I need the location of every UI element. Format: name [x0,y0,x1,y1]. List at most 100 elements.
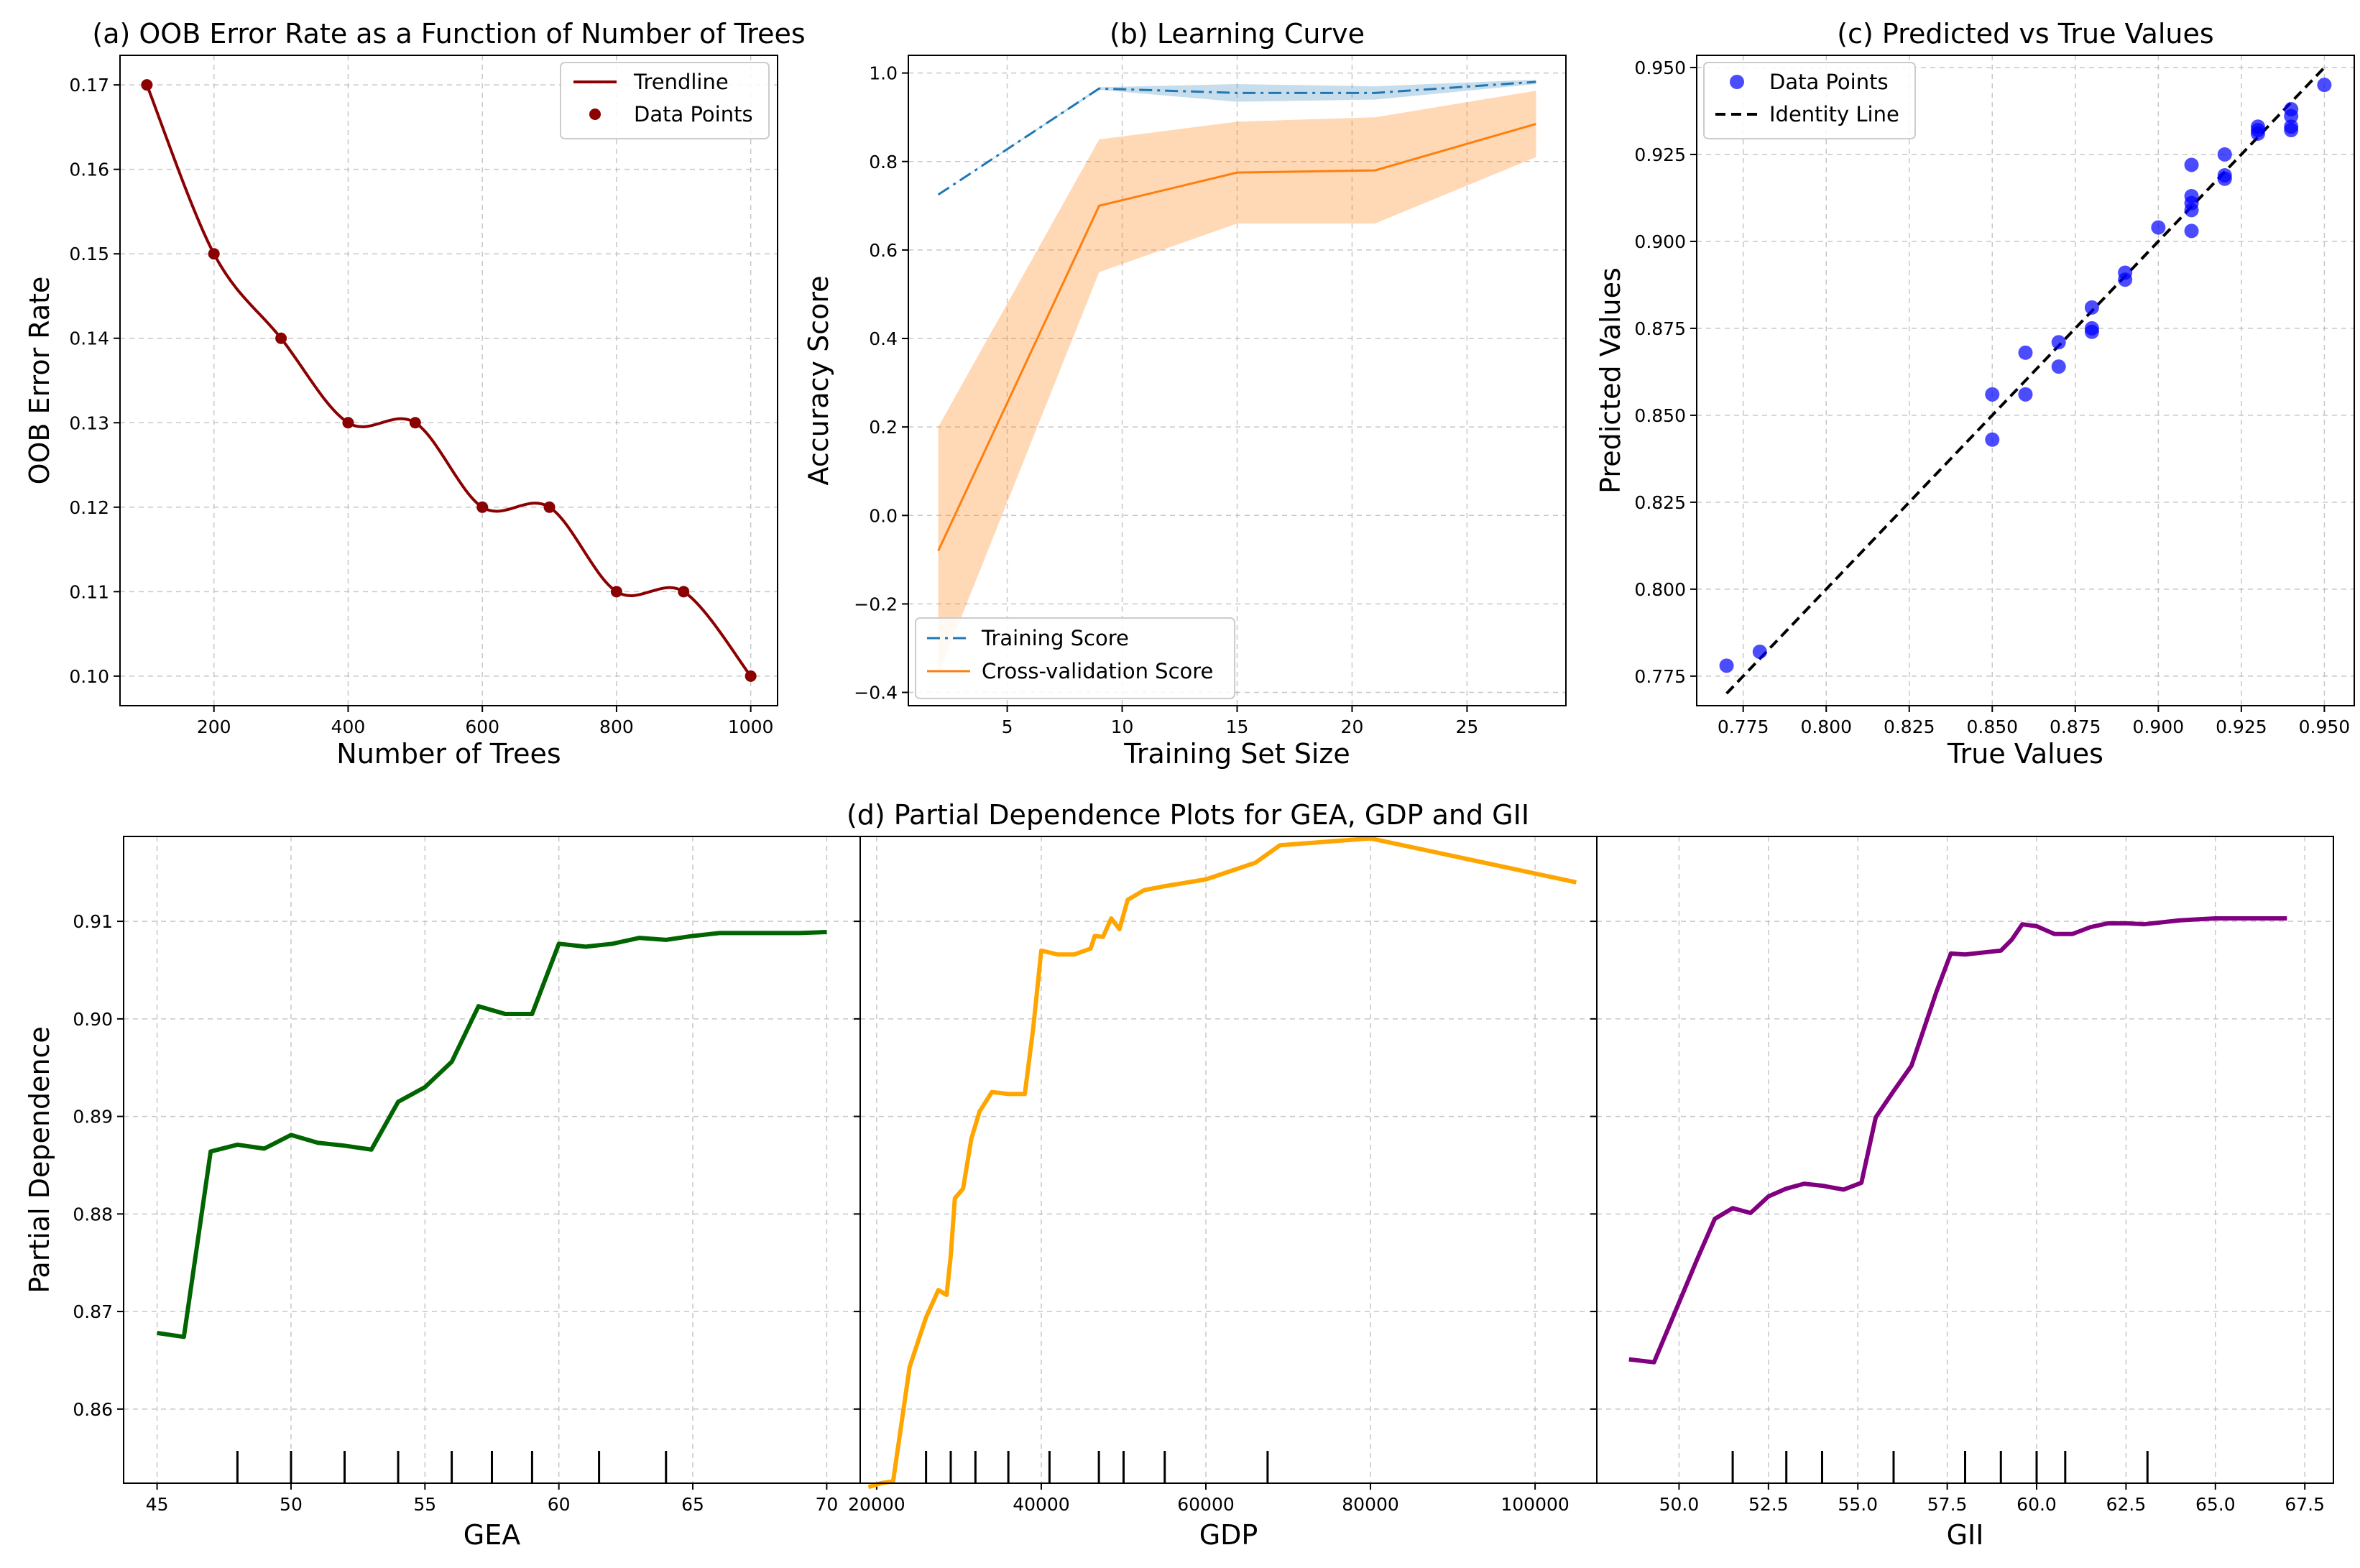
data-point [2184,223,2199,239]
data-point [2151,220,2166,235]
panel-title: (d) Partial Dependence Plots for GEA, GD… [847,799,1529,831]
x-tick-label: 52.5 [1748,1494,1789,1515]
y-tick-label: 0.2 [869,417,898,438]
training-score-line [937,80,1536,196]
data-point [1719,658,1734,673]
legend-label: Data Points [634,102,753,126]
x-axis-label: Training Set Size [1123,738,1350,770]
y-tick-label: 0.800 [1634,579,1686,600]
pdp-subplot-gdp: 20000 40000 60000 80000 100000 GDP [848,836,1598,1551]
data-point [208,248,220,260]
x-tick-label: 0.925 [2216,716,2267,737]
data-point [2018,387,2033,402]
legend-label: Training Score [981,626,1129,650]
y-tick-label: 0.15 [69,244,109,264]
cv-score-line [937,122,1536,552]
x-tick-label: 45 [146,1494,169,1515]
y-tick-label: −0.4 [854,683,898,704]
pdp-subplot-gii: 50.0 52.5 55.0 57.5 60.0 62.5 65.0 67.5 GII [1590,836,2334,1551]
y-tick-label: 0.16 [69,160,109,180]
x-tick-label: 0.850 [1966,716,2018,737]
y-tick-label: 0.86 [73,1399,113,1420]
y-tick-label: 0.0 [869,505,898,526]
grid [908,55,1566,706]
x-tick-label: 62.5 [2106,1494,2147,1515]
x-tick-label: 0.825 [1884,716,1935,737]
data-point [678,586,690,598]
panel-d-partial-dependence: 45 50 55 60 65 70 0.86 0.87 0.88 0.89 0.90 0.91 GEA 2… [24,799,2334,1551]
x-axis-label: True Values [1947,738,2103,770]
x-tick-label: 55 [413,1494,436,1515]
y-tick-label: 0.13 [69,412,109,433]
y-axis-label: Accuracy Score [803,276,834,486]
x-tick-label: 20000 [848,1494,905,1515]
y-tick-label: 0.875 [1634,318,1686,339]
y-tick-label: 0.17 [69,75,109,96]
data-point [2084,300,2099,315]
data-point [2084,320,2099,336]
legend-label: Trendline [633,70,729,94]
x-tick-label: 57.5 [1927,1494,1968,1515]
legend-point-swatch [589,109,601,120]
y-tick-label: 0.88 [73,1204,113,1225]
x-tick-label: 200 [197,716,231,737]
plot-frame [908,55,1567,706]
data-point [141,79,153,91]
legend-label: Data Points [1769,70,1889,94]
data-point [2250,119,2265,134]
data-point [2018,345,2033,360]
x-tick-label: 67.5 [2285,1494,2325,1515]
x-tick-label: 55.0 [1838,1494,1878,1515]
x-tick-label: 60 [548,1494,571,1515]
data-point [275,332,287,344]
grid [1597,836,2333,1483]
y-axis-label: Partial Dependence [24,1026,55,1293]
y-axis-label: Predicted Values [1595,267,1626,494]
y-tick-label: 0.89 [73,1107,113,1127]
x-tick-label: 40000 [1013,1494,1070,1515]
x-tick-label: 0.900 [2133,716,2185,737]
y-tick-label: 0.825 [1634,492,1686,513]
y-tick-label: 0.87 [73,1301,113,1322]
x-tick-label: 65.0 [2195,1494,2236,1515]
panel-title: (a) OOB Error Rate as a Function of Numb… [92,18,805,50]
legend: Trendline Data Points [560,62,770,139]
pdp-line [157,930,827,1339]
y-tick-label: 0.775 [1634,666,1686,687]
x-axis-label: Number of Trees [336,738,561,770]
x-tick-label: 50.0 [1659,1494,1700,1515]
x-tick-label: 15 [1226,716,1249,737]
data-point [2051,359,2066,374]
x-tick-label: 70 [816,1494,839,1515]
grid [124,836,860,1483]
data-point [1985,432,2000,447]
x-tick-label: 600 [465,716,499,737]
plot-frame [1596,836,2334,1484]
panel-c-predicted-vs-true: 0.775 0.800 0.825 0.850 0.875 0.900 0.925 0.950… [1595,18,2355,770]
x-tick-label: 20 [1341,716,1364,737]
pdp-subplot-gea: 45 50 55 60 65 70 0.86 0.87 0.88 0.89 0.90 0.91 GEA [73,836,861,1551]
x-tick-label: 800 [599,716,634,737]
y-tick-label: 0.11 [69,581,109,602]
plot-frame [1696,55,2355,706]
y-tick-label: 0.900 [1634,231,1686,252]
legend-label: Cross-validation Score [982,659,1213,683]
legend: Training Score Cross-validation Score [915,617,1235,699]
confidence-band [938,91,1536,675]
data-point [2217,167,2232,183]
identity-line [1725,66,2326,695]
data-point [2184,157,2199,172]
data-point [745,670,757,682]
x-tick-label: 0.875 [2050,716,2101,737]
x-tick-label: 0.950 [2299,716,2351,737]
y-tick-label: 0.12 [69,497,109,518]
legend-box [1703,62,1916,139]
panel-title: (c) Predicted vs True Values [1837,18,2213,50]
data-point [610,586,622,598]
y-tick-label: 0.950 [1634,57,1686,78]
data-point [2217,147,2232,162]
x-axis-label: GDP [1199,1519,1258,1551]
trendline [145,84,752,678]
x-tick-label: 60.0 [2016,1494,2057,1515]
